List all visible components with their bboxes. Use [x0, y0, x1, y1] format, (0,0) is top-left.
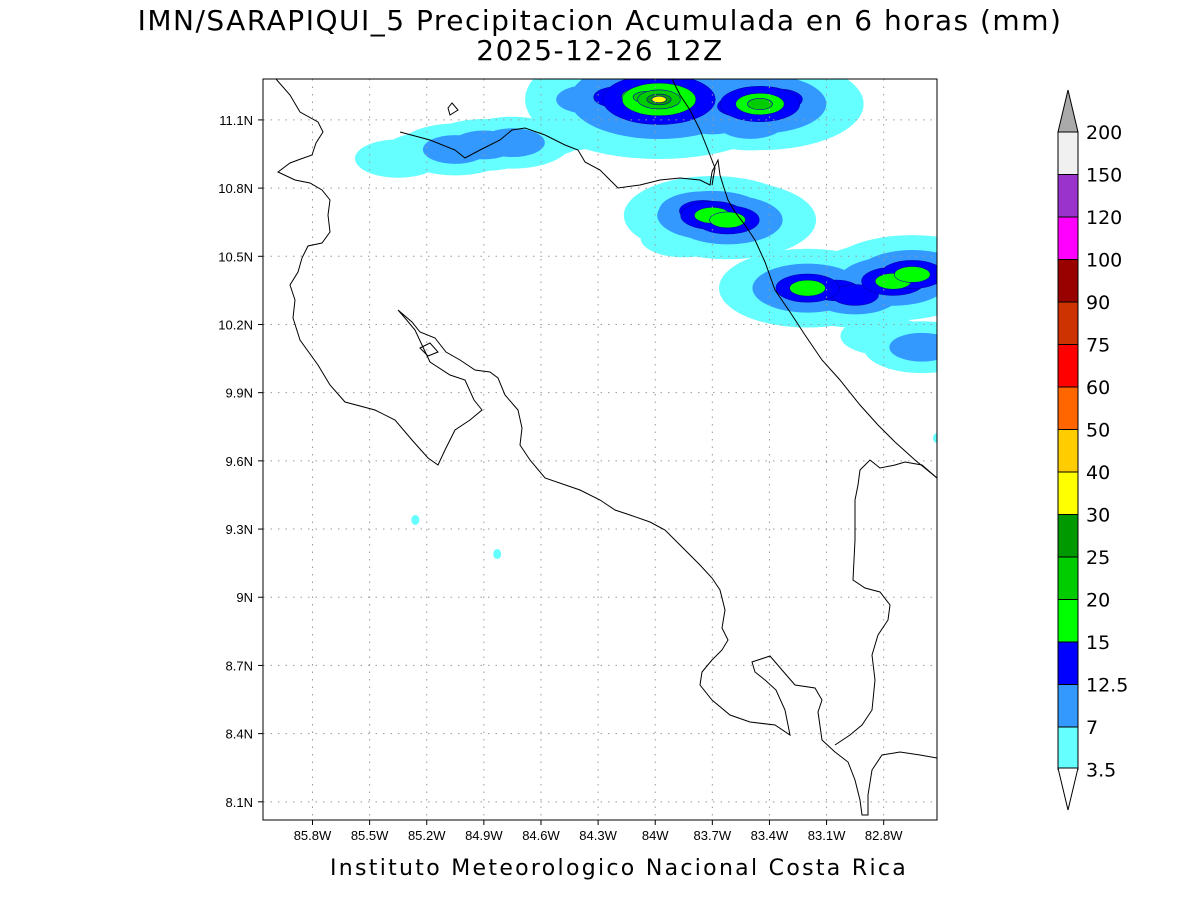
colorbar-swatch — [1057, 641, 1079, 685]
pacific-coastline — [275, 79, 937, 816]
x-tick-label: 82.8W — [865, 828, 903, 843]
x-tick-label: 84.9W — [465, 828, 503, 843]
colorbar-label: 200 — [1086, 122, 1122, 144]
y-tick-label: 9.6N — [226, 454, 253, 469]
y-tick-label: 9.3N — [226, 522, 253, 537]
nicaragua-caribbean-coast — [671, 79, 716, 186]
colorbar-swatch — [1057, 471, 1079, 515]
y-tick-label: 9.9N — [226, 386, 253, 401]
colorbar-swatch — [1057, 684, 1079, 728]
precipitation-fill-layer — [354, 79, 937, 560]
precip-cell-caribbean-coast-band-level-2 — [889, 332, 937, 362]
y-tick-label: 10.2N — [218, 317, 253, 332]
colorbar-label: 150 — [1086, 165, 1122, 187]
nicoya-island — [419, 342, 439, 357]
colorbar-swatch — [1057, 599, 1079, 643]
lake-nicaragua-edge — [447, 102, 459, 116]
y-tick-label: 8.7N — [226, 658, 253, 673]
y-axis-tick-labels: 11.1N 10.8N 10.5N 10.2N 9.9N 9.6N 9.3N 9N 8.7N 8.… — [218, 113, 263, 810]
caribbean-coastline — [754, 239, 937, 479]
precip-cell-north-central-band-level-5 — [747, 98, 773, 110]
colorbar-swatch — [1057, 726, 1079, 770]
x-tick-label: 85.8W — [294, 828, 332, 843]
colorbar-swatch — [1057, 174, 1079, 218]
precip-cell-caribbean-coast-band-level-4 — [789, 279, 826, 297]
x-tick-label: 84.6W — [522, 828, 560, 843]
colorbar-label: 50 — [1086, 420, 1110, 442]
precip-cell-caribbean-coast-band-level-4 — [709, 211, 746, 229]
precip-spot — [411, 514, 420, 525]
plot-area — [263, 79, 937, 820]
y-tick-label: 11.1N — [219, 113, 253, 128]
precip-cell-north-central-band-level-7 — [651, 95, 667, 103]
colorbar-swatch — [1057, 344, 1079, 388]
map-subtitle-datetime: 2025-12-26 12Z — [476, 34, 724, 67]
footer-credit: Instituto Meteorologico Nacional Costa R… — [330, 856, 909, 881]
colorbar-swatch — [1057, 216, 1079, 260]
x-tick-label: 85.5W — [351, 828, 389, 843]
y-tick-label: 8.4N — [226, 727, 253, 742]
y-tick-label: 10.5N — [218, 249, 253, 264]
colorbar-label: 12.5 — [1086, 675, 1128, 697]
precip-cell-north-central-band-level-2 — [480, 128, 545, 158]
colorbar-swatch — [1057, 259, 1079, 303]
colorbar-label: 3.5 — [1086, 760, 1116, 782]
colorbar-label: 75 — [1086, 335, 1110, 357]
colorbar-label: 30 — [1086, 505, 1110, 527]
colorbar-swatch — [1057, 301, 1079, 345]
panama-border — [834, 459, 937, 746]
y-tick-label: 9N — [236, 590, 253, 605]
nicaragua-border — [399, 127, 756, 241]
colorbar-top-arrow — [1057, 89, 1079, 133]
colorbar-swatch — [1057, 514, 1079, 558]
map-title: IMN/SARAPIQUI_5 Precipitacion Acumulada … — [137, 4, 1063, 37]
colorbar-label: 15 — [1086, 632, 1110, 654]
colorbar-swatch — [1057, 556, 1079, 600]
colorbar-label: 60 — [1086, 377, 1110, 399]
plot-frame — [262, 78, 938, 821]
colorbar-label: 90 — [1086, 292, 1110, 314]
x-axis-tick-labels: 85.8W 85.5W 85.2W 84.9W 84.6W 84.3W 84W 83.7W 83… — [294, 820, 903, 843]
y-tick-label: 8.1N — [226, 795, 253, 810]
colorbar-label: 100 — [1086, 250, 1122, 272]
colorbar-label: 120 — [1086, 207, 1122, 229]
colorbar-swatch — [1057, 386, 1079, 430]
coastlines — [275, 79, 937, 816]
colorbar-swatch — [1057, 131, 1079, 175]
precip-spot — [493, 549, 502, 560]
colorbar-label: 20 — [1086, 590, 1110, 612]
colorbar-label: 25 — [1086, 547, 1110, 569]
x-tick-label: 85.2W — [408, 828, 446, 843]
x-tick-label: 83.1W — [808, 828, 846, 843]
y-tick-label: 10.8N — [218, 181, 253, 196]
colorbar-label: 40 — [1086, 462, 1110, 484]
x-tick-label: 84.3W — [579, 828, 617, 843]
precip-spot — [933, 433, 937, 444]
precip-cell-caribbean-coast-band-level-4 — [893, 266, 931, 283]
x-tick-label: 83.7W — [694, 828, 732, 843]
colorbar-swatch — [1057, 429, 1079, 473]
x-tick-label: 83.4W — [751, 828, 789, 843]
colorbar-bottom-arrow — [1057, 767, 1079, 811]
x-tick-label: 84W — [642, 828, 669, 843]
colorbar-label: 7 — [1086, 717, 1098, 739]
colorbar-legend: 200 150 120 100 90 75 60 50 40 30 25 20 15 12.5 7 3.5 — [1057, 89, 1128, 811]
